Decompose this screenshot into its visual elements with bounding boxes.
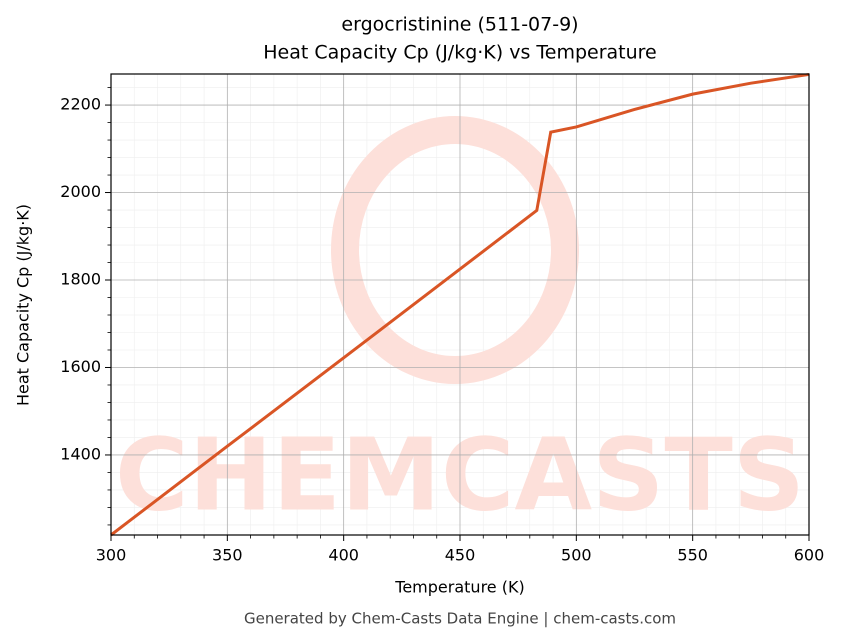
footer: Generated by Chem-Casts Data Engine | ch… <box>244 610 676 628</box>
x-tick-label: 500 <box>561 546 592 565</box>
x-tick-label: 300 <box>96 546 127 565</box>
y-tick-label: 2000 <box>60 182 101 201</box>
chart-subtitle: Heat Capacity Cp (J/kg·K) vs Temperature <box>263 42 657 64</box>
data-line <box>110 72 810 537</box>
x-tick-label: 450 <box>445 546 476 565</box>
x-axis-label: Temperature (K) <box>394 578 524 597</box>
y-tick-label: 1600 <box>60 357 101 376</box>
watermark-logo <box>331 116 579 384</box>
x-tick-label: 350 <box>212 546 243 565</box>
y-tick-label: 1400 <box>60 444 101 463</box>
y-tick-label: 2200 <box>60 95 101 114</box>
y-tick-label: 1800 <box>60 270 101 289</box>
x-tick-label: 550 <box>677 546 708 565</box>
chart-title: ergocristinine (511-07-9) <box>341 14 578 36</box>
plot-frame <box>110 73 810 536</box>
x-tick-label: 600 <box>794 546 825 565</box>
y-axis-label: Heat Capacity Cp (J/kg·K) <box>14 204 33 406</box>
x-tick-label: 400 <box>328 546 359 565</box>
